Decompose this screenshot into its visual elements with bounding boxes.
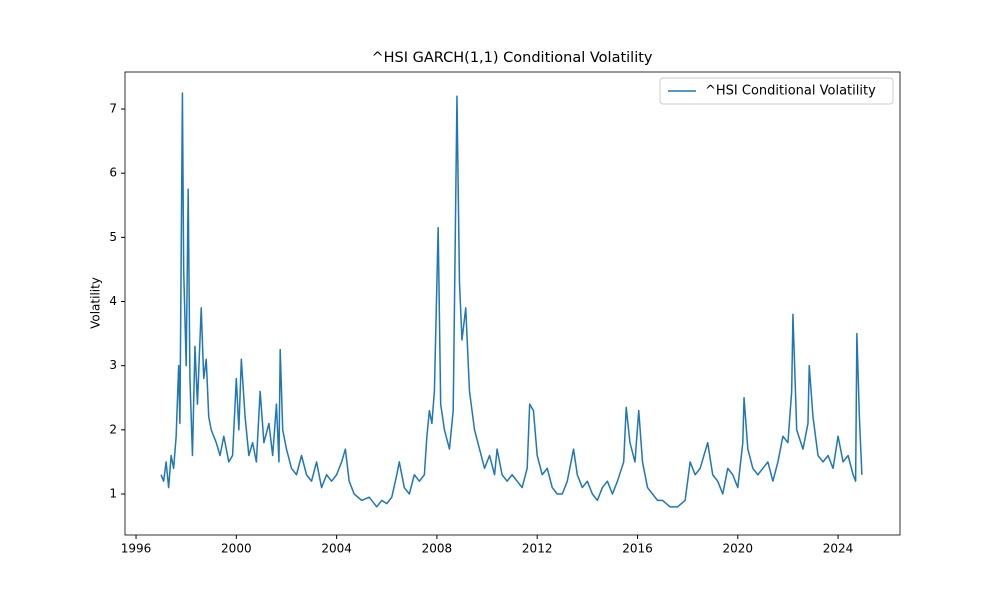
y-tick-label: 2: [109, 422, 117, 436]
y-tick-label: 5: [109, 230, 117, 244]
line: [160, 92, 863, 508]
y-tick-label: 6: [109, 166, 117, 180]
x-tick-label: 2008: [422, 542, 453, 556]
chart-title: ^HSI GARCH(1,1) Conditional Volatility: [372, 50, 653, 66]
x-tick-label: 2012: [522, 542, 553, 556]
y-tick-label: 1: [109, 486, 117, 500]
legend-box: [659, 77, 894, 105]
legend-label: ^HSI Conditional Volatility: [705, 84, 876, 99]
x-tick-label: 2000: [221, 542, 252, 556]
x-tick-label: 1996: [121, 542, 152, 556]
plot-frame: [124, 71, 901, 536]
y-tick-label: 7: [109, 102, 117, 116]
x-tick-label: 2004: [321, 542, 352, 556]
x-tick-label: 2024: [823, 542, 854, 556]
y-tick-label: 4: [109, 294, 117, 308]
y-axis-label: Volatility: [89, 277, 103, 329]
x-tick-label: 2020: [723, 542, 754, 556]
x-tick-label: 2016: [622, 542, 653, 556]
y-tick-label: 3: [109, 358, 117, 372]
